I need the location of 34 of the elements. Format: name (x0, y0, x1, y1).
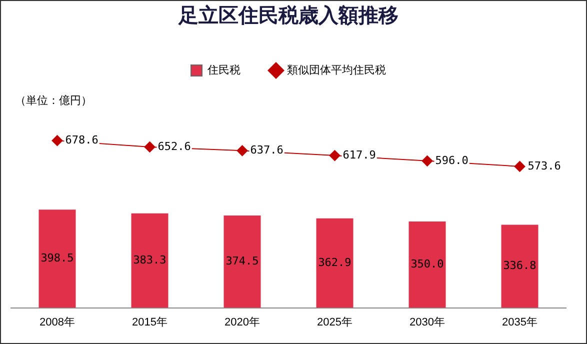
bar (224, 216, 261, 308)
point (236, 145, 248, 156)
bar (131, 213, 168, 308)
chart-title: 足立区住民税歳入額推移 (178, 3, 398, 28)
point (144, 141, 156, 152)
x-tick-label: 2025年 (317, 316, 352, 328)
data-label: 336.8 (503, 259, 536, 272)
data-label: 637.6 (250, 144, 284, 157)
point (329, 150, 340, 162)
data-label: 678.6 (65, 133, 98, 146)
bar (316, 218, 354, 308)
point (52, 135, 63, 146)
bar (408, 222, 446, 308)
point (514, 160, 526, 172)
data-label: 398.5 (40, 252, 74, 265)
text: （単位：億円） (15, 93, 92, 108)
x-tick-label: 2030年 (410, 316, 445, 328)
x-tick-label: 2020年 (224, 316, 260, 328)
data-label: 573.6 (528, 159, 561, 172)
data-label: 350.0 (410, 258, 444, 271)
data-label: 374.5 (226, 254, 259, 268)
bar (501, 224, 538, 308)
x-tick-label: 2015年 (132, 316, 168, 328)
data-label: 617.9 (342, 148, 376, 162)
data-label: 596.0 (435, 154, 468, 167)
point (422, 155, 433, 166)
legend-label: 住民税 (208, 64, 240, 77)
data-label: 652.6 (158, 140, 191, 153)
data-label: 362.9 (318, 256, 352, 269)
data-label: 383.3 (133, 253, 166, 266)
legend-label: 類似団体平均住民税 (287, 64, 386, 77)
x-tick-label: 2008年 (40, 316, 75, 328)
bar (38, 210, 76, 308)
x-tick-label: 2035年 (502, 316, 538, 328)
